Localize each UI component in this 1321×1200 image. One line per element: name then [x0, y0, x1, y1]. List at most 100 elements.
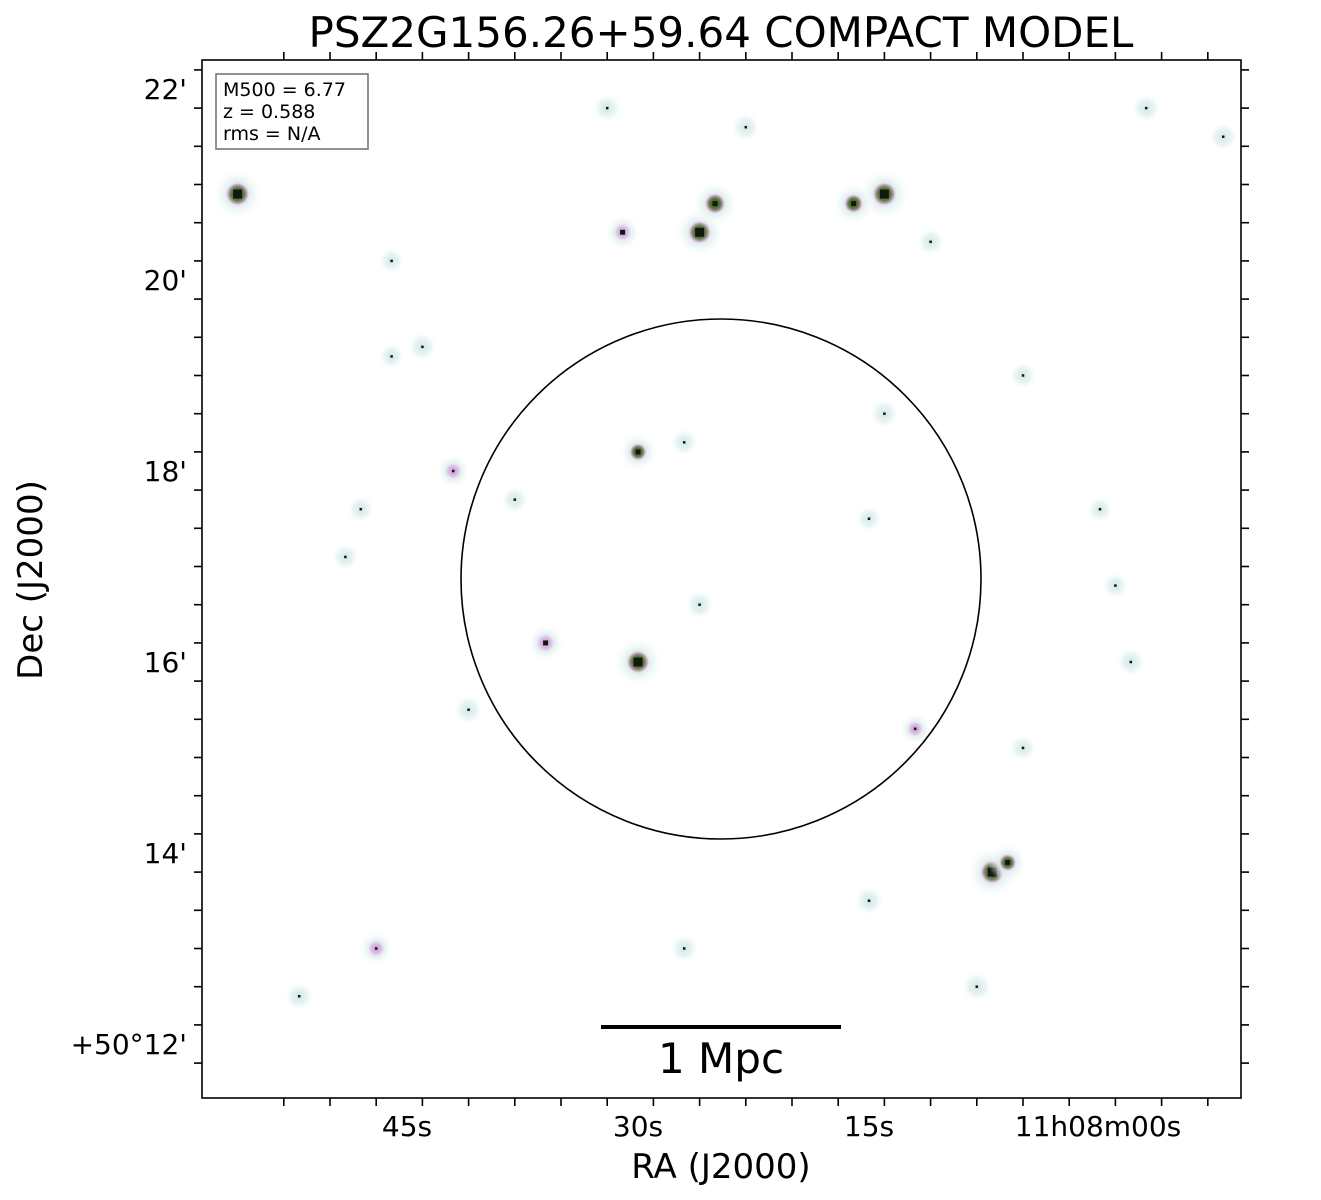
source-peak — [682, 441, 686, 444]
r500-circle — [460, 318, 982, 840]
source-peak — [374, 947, 378, 950]
source-peak — [543, 640, 549, 646]
source — [854, 885, 884, 916]
source — [359, 931, 394, 966]
y-axis-label: Dec (J2000) — [11, 480, 51, 680]
source — [500, 485, 529, 514]
source — [1208, 121, 1238, 152]
source-peak — [233, 189, 243, 199]
source — [284, 981, 315, 1012]
source-peak — [620, 229, 626, 235]
x-tick-label: 11h08m00s — [1015, 1110, 1182, 1143]
source-peak — [712, 201, 718, 207]
source-peak — [695, 227, 705, 237]
source-peak — [879, 189, 889, 199]
source — [731, 112, 761, 142]
source-peak — [605, 106, 609, 110]
x-tick-label: 45s — [382, 1110, 432, 1143]
source-peak — [1114, 584, 1117, 587]
source-peak — [359, 507, 363, 511]
source — [612, 636, 664, 688]
cluster-info-box: M500 = 6.77 z = 0.588 rms = N/A — [215, 73, 369, 150]
rms-label: rms = N/A — [223, 123, 321, 145]
mass-label: M500 = 6.77 — [223, 79, 346, 101]
source-peak — [1129, 660, 1133, 664]
source-layer — [211, 93, 1256, 1012]
source-peak — [867, 517, 871, 520]
source-peak — [390, 355, 393, 358]
source-peak — [1144, 106, 1148, 110]
y-tick-label: +50°12' — [71, 1028, 187, 1061]
source — [858, 168, 911, 221]
source — [898, 712, 932, 746]
scale-bar-label: 1 Mpc — [658, 1034, 784, 1083]
source-peak — [635, 449, 641, 455]
source-peak — [1021, 746, 1025, 750]
source-peak — [883, 412, 886, 415]
source-peak — [682, 947, 686, 950]
source-peak — [467, 708, 470, 711]
source — [669, 933, 699, 964]
source — [331, 542, 360, 571]
source-peak — [297, 995, 301, 998]
source — [916, 227, 945, 256]
source-peak — [344, 555, 347, 559]
axis-ticks — [194, 52, 1249, 1106]
source — [869, 398, 900, 429]
source — [1009, 361, 1037, 390]
source-peak — [698, 603, 701, 606]
plot-frame — [201, 59, 1242, 1099]
source-peak — [929, 240, 932, 244]
source-peak — [390, 259, 393, 263]
source-peak — [744, 125, 748, 129]
x-axis-label: RA (J2000) — [631, 1147, 810, 1187]
source — [670, 428, 699, 457]
source-peak — [1221, 135, 1225, 138]
info-box-frame — [215, 73, 369, 150]
source — [1009, 733, 1037, 762]
x-tick-labels: 45s 30s 15s 11h08m00s — [382, 1110, 1181, 1143]
source-peak — [975, 985, 979, 988]
source — [988, 842, 1028, 883]
y-tick-label: 16' — [144, 646, 187, 679]
source — [211, 168, 264, 221]
source — [346, 495, 375, 524]
source — [832, 182, 875, 225]
source — [1086, 496, 1114, 523]
source — [961, 971, 993, 1003]
source — [407, 332, 438, 362]
y-tick-label: 14' — [144, 837, 187, 870]
redshift-label: z = 0.588 — [223, 101, 315, 123]
source — [604, 214, 641, 251]
source-peak — [1005, 860, 1011, 866]
y-tick-label: 18' — [144, 455, 187, 488]
source-peak — [851, 201, 857, 207]
source-peak — [451, 469, 455, 473]
source — [684, 589, 715, 620]
source — [453, 694, 484, 725]
y-tick-label: 22' — [144, 73, 187, 106]
source — [618, 432, 658, 472]
source-peak — [1253, 155, 1256, 158]
source — [526, 624, 565, 662]
source — [1102, 572, 1129, 599]
source-peak — [913, 727, 917, 731]
source-peak — [867, 899, 871, 902]
source — [436, 453, 471, 489]
source — [378, 247, 405, 275]
source-peak — [1021, 374, 1025, 377]
source — [592, 93, 622, 123]
source — [692, 180, 738, 227]
source — [855, 505, 883, 532]
x-tick-label: 30s — [613, 1110, 663, 1143]
source-peak — [513, 498, 517, 501]
source-peak — [1098, 507, 1102, 511]
source-peak — [421, 345, 424, 349]
y-tick-labels: 22' 20' 18' 16' 14' +50°12' — [71, 73, 187, 1061]
y-tick-label: 20' — [144, 264, 187, 297]
source — [1131, 93, 1161, 123]
x-tick-label: 15s — [844, 1110, 894, 1143]
source — [1116, 647, 1146, 677]
source-peak — [633, 657, 643, 667]
